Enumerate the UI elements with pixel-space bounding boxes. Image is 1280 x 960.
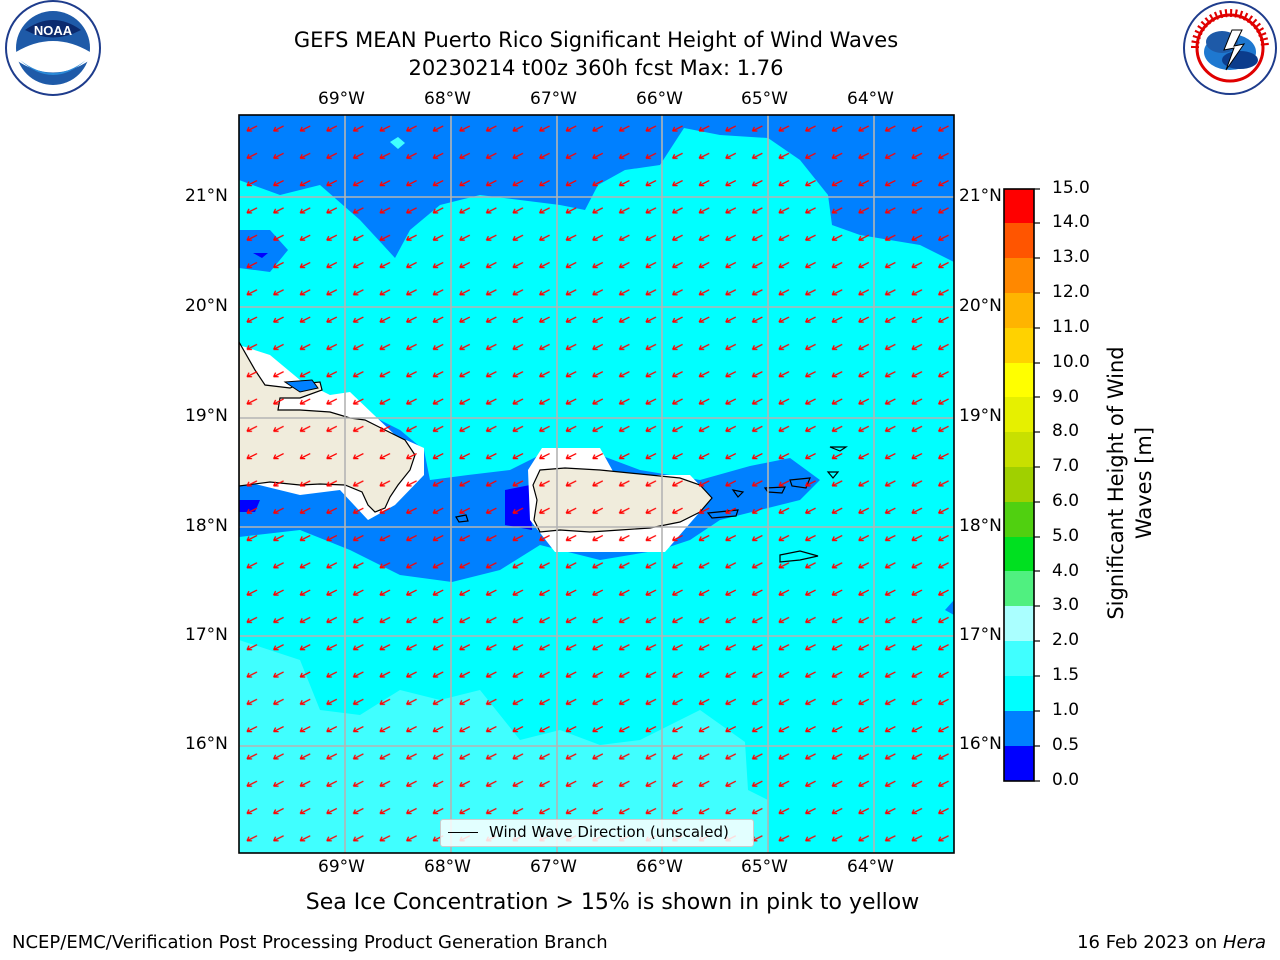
colorbar-tick: 4.0 <box>1052 561 1080 581</box>
lat-label-left: 17°N <box>185 625 228 645</box>
colorbar-tick: 2.0 <box>1052 630 1080 650</box>
colorbar-tick: 6.0 <box>1052 491 1080 511</box>
nws-logo <box>1183 1 1277 95</box>
lat-label-right: 21°N <box>959 186 1002 206</box>
lat-label-left: 19°N <box>185 406 228 426</box>
colorbar-tick: 12.0 <box>1052 282 1090 302</box>
colorbar-label: Significant Height of Wind Waves [m] <box>1104 346 1156 620</box>
lat-label-right: 17°N <box>959 625 1002 645</box>
lat-label-left: 16°N <box>185 734 228 754</box>
credit-date: 16 Feb 2023 on <box>1077 932 1223 953</box>
lon-label-bottom: 66°W <box>636 857 683 877</box>
colorbar-tick: 1.5 <box>1052 665 1080 685</box>
colorbar-tick: 0.5 <box>1052 735 1080 755</box>
credit-left: NCEP/EMC/Verification Post Processing Pr… <box>12 932 608 953</box>
colorbar-tick: 1.0 <box>1052 700 1080 720</box>
colorbar-tick: 7.0 <box>1052 456 1080 476</box>
lat-label-right: 16°N <box>959 734 1002 754</box>
lon-label-top: 65°W <box>741 89 788 109</box>
colorbar-tick: 13.0 <box>1052 247 1090 267</box>
noaa-logo: NOAA <box>5 0 101 96</box>
colorbar-tick: 8.0 <box>1052 421 1080 441</box>
lon-label-top: 67°W <box>530 89 577 109</box>
lon-label-bottom: 67°W <box>530 857 577 877</box>
lon-label-top: 69°W <box>318 89 365 109</box>
colorbar-tick: 10.0 <box>1052 352 1090 372</box>
legend-label: Wind Wave Direction (unscaled) <box>489 823 729 841</box>
lat-label-right: 20°N <box>959 296 1002 316</box>
map-gridlines <box>239 115 954 853</box>
lon-label-bottom: 68°W <box>424 857 471 877</box>
colorbar-tick: 0.0 <box>1052 770 1080 790</box>
lat-label-left: 20°N <box>185 296 228 316</box>
colorbar-tick: 9.0 <box>1052 387 1080 407</box>
lon-label-top: 66°W <box>636 89 683 109</box>
colorbar-tick: 3.0 <box>1052 595 1080 615</box>
sea-ice-caption: Sea Ice Concentration > 15% is shown in … <box>305 890 920 915</box>
colorbar-tick: 5.0 <box>1052 526 1080 546</box>
lon-label-bottom: 64°W <box>847 857 894 877</box>
map-legend: Wind Wave Direction (unscaled) <box>440 819 754 847</box>
legend-line-swatch <box>448 832 478 833</box>
colorbar-tick: 11.0 <box>1052 317 1090 337</box>
lat-label-left: 18°N <box>185 516 228 536</box>
lon-label-top: 64°W <box>847 89 894 109</box>
credit-host: Hera <box>1222 932 1266 953</box>
lon-label-bottom: 69°W <box>318 857 365 877</box>
map-area <box>239 115 954 853</box>
lat-label-right: 18°N <box>959 516 1002 536</box>
lon-label-bottom: 65°W <box>741 857 788 877</box>
wind-wave-direction-arrows <box>239 115 954 853</box>
chart-title: GEFS MEAN Puerto Rico Significant Height… <box>293 28 899 52</box>
lat-label-left: 21°N <box>185 186 228 206</box>
credit-right: 16 Feb 2023 on Hera <box>1077 932 1266 953</box>
lon-label-top: 68°W <box>424 89 471 109</box>
map-frame <box>238 114 955 854</box>
lat-label-right: 19°N <box>959 406 1002 426</box>
chart-subtitle: 20230214 t00z 360h fcst Max: 1.76 <box>408 56 784 80</box>
noaa-logo-text: NOAA <box>34 23 73 38</box>
colorbar-tick: 15.0 <box>1052 178 1090 198</box>
colorbar <box>1003 188 1040 782</box>
colorbar-tick: 14.0 <box>1052 212 1090 232</box>
